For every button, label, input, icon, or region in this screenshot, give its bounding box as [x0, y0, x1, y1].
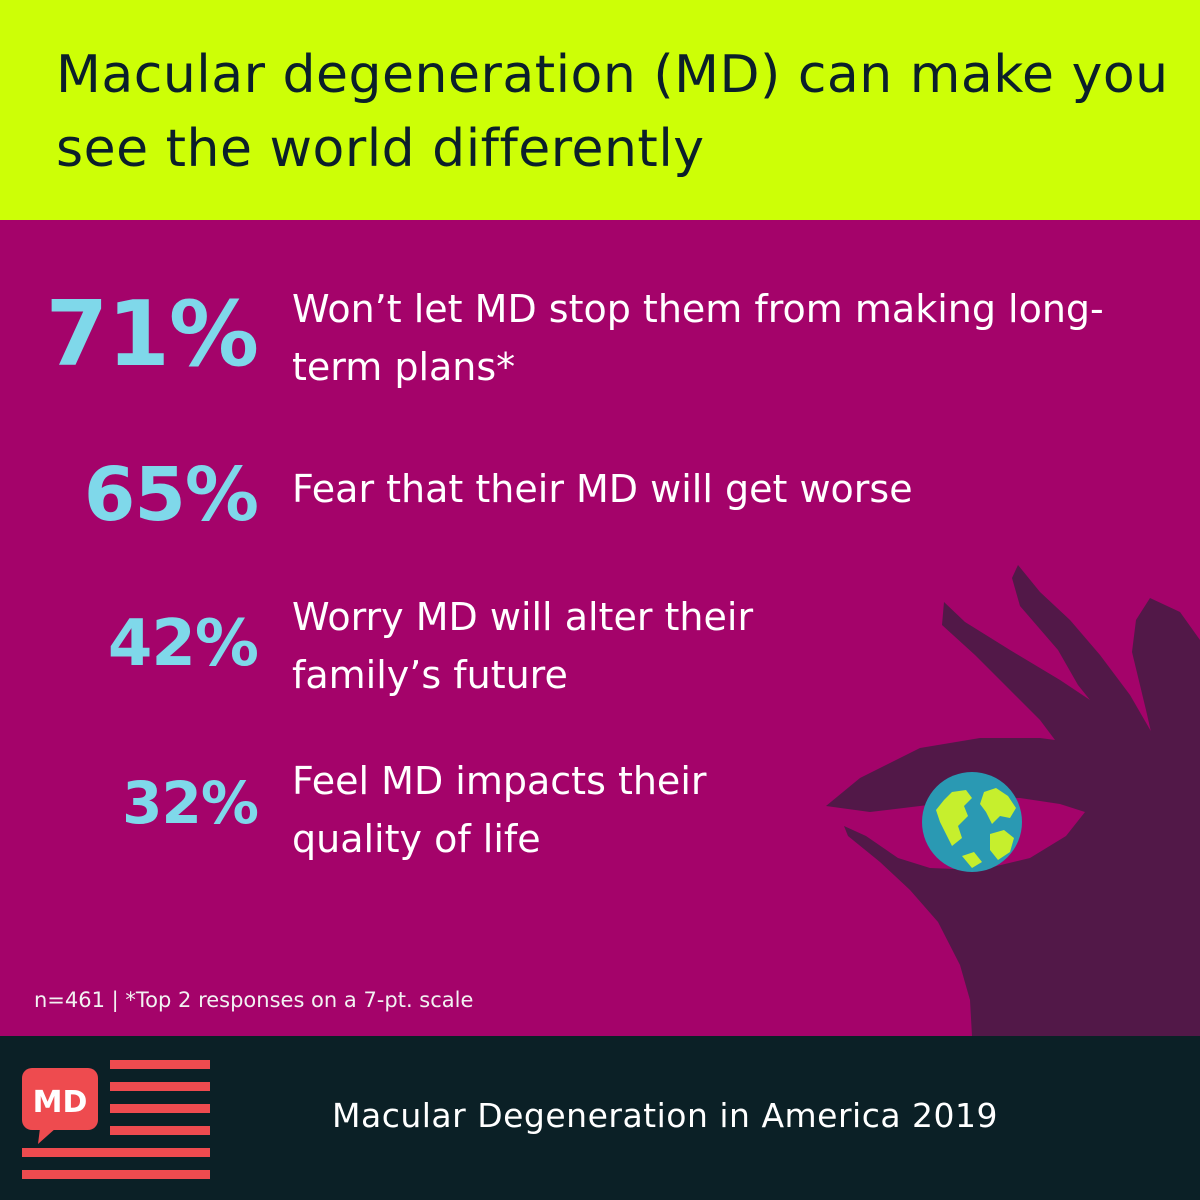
stat-percent: 71%	[45, 282, 259, 387]
md-logo: MD	[22, 1060, 210, 1179]
header-banner: Macular degeneration (MD) can make you s…	[0, 0, 1200, 220]
logo-text: MD	[33, 1085, 88, 1120]
stat-description: Worry MD will alter their family’s futur…	[292, 595, 754, 697]
stat-description: Fear that their MD will get worse	[292, 467, 913, 511]
report-title: Macular Degeneration in America 2019	[332, 1096, 999, 1135]
stat-description: Feel MD impacts their quality of life	[292, 759, 707, 861]
footnote: n=461 | *Top 2 responses on a 7-pt. scal…	[34, 988, 474, 1012]
hand-icon	[826, 565, 1200, 1036]
stat-percent: 32%	[122, 769, 259, 837]
stat-description: Won’t let MD stop them from making long-…	[292, 287, 1104, 389]
stat-percent: 42%	[107, 607, 259, 681]
stat-percent: 65%	[83, 452, 259, 538]
page-title: Macular degeneration (MD) can make you s…	[56, 45, 1169, 179]
